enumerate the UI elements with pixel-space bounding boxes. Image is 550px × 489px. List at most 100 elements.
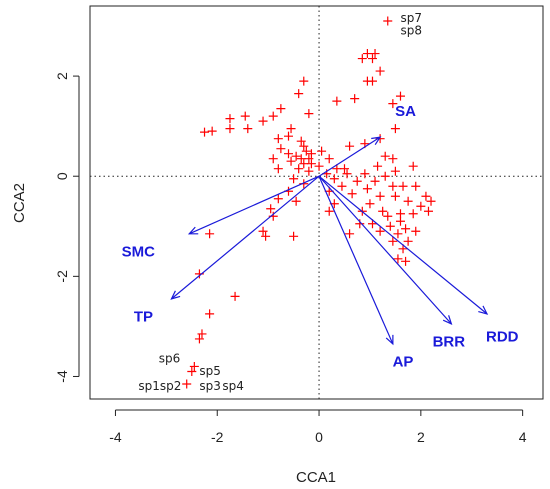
data-point — [289, 231, 299, 241]
arrow-shaft — [189, 175, 320, 235]
data-point — [273, 164, 283, 174]
data-point — [286, 124, 296, 134]
y-tick-label: -4 — [54, 370, 70, 383]
data-point — [182, 379, 192, 389]
data-point — [345, 141, 355, 151]
arrow-label-sa: SA — [395, 103, 416, 120]
data-point — [398, 181, 408, 191]
data-point — [403, 236, 413, 246]
x-tick-label: 4 — [519, 429, 527, 445]
data-point — [205, 229, 215, 239]
data-point — [230, 291, 240, 301]
data-point — [273, 134, 283, 144]
data-point — [426, 196, 436, 206]
data-point — [304, 166, 314, 176]
data-point — [299, 141, 309, 151]
y-tick-label: 2 — [54, 72, 70, 80]
sample-points — [182, 16, 436, 389]
data-point — [337, 181, 347, 191]
arrow-head — [478, 305, 489, 315]
y-tick-label: 0 — [54, 172, 70, 180]
arrow-head — [170, 290, 181, 300]
arrow-shaft — [171, 175, 320, 300]
data-point — [380, 171, 390, 181]
arrow-head — [385, 334, 394, 346]
data-point — [395, 209, 405, 219]
data-point — [388, 154, 398, 164]
data-point — [306, 149, 316, 159]
y-axis: -4 -2 0 2 — [54, 72, 80, 383]
data-point — [304, 109, 314, 119]
data-point — [284, 131, 294, 141]
data-point — [370, 176, 380, 186]
data-point — [375, 66, 385, 76]
data-point — [284, 149, 294, 159]
data-point — [294, 164, 304, 174]
data-point — [388, 99, 398, 109]
data-point — [243, 124, 253, 134]
data-point — [266, 204, 276, 214]
species-label: sp4 — [222, 379, 244, 393]
data-point — [408, 161, 418, 171]
data-point — [276, 144, 286, 154]
environmental-arrows — [170, 136, 489, 346]
x-tick-label: -2 — [211, 429, 224, 445]
species-label: sp7 — [400, 11, 422, 25]
arrow-shaft — [318, 175, 488, 315]
arrow-label-rdd: RDD — [486, 328, 519, 345]
data-point — [197, 329, 207, 339]
data-point — [207, 126, 217, 136]
arrow-label-smc: SMC — [122, 243, 156, 260]
data-point — [317, 146, 327, 156]
data-point — [401, 256, 411, 266]
data-point — [200, 127, 210, 137]
data-point — [225, 114, 235, 124]
y-axis-title: CCA2 — [11, 183, 28, 223]
data-point — [258, 226, 268, 236]
data-point — [357, 54, 367, 64]
data-point — [276, 104, 286, 114]
data-point — [380, 151, 390, 161]
data-point — [375, 226, 385, 236]
species-label: sp3 — [199, 379, 221, 393]
data-point — [314, 161, 324, 171]
data-point — [421, 191, 431, 201]
data-point — [362, 49, 372, 59]
data-point — [390, 191, 400, 201]
data-point — [370, 49, 380, 59]
data-point — [411, 181, 421, 191]
data-point — [296, 154, 306, 164]
data-point — [395, 91, 405, 101]
data-point — [286, 156, 296, 166]
arrow-shaft — [318, 175, 394, 345]
x-tick-label: -4 — [109, 429, 122, 445]
data-point — [225, 124, 235, 134]
data-point — [268, 154, 278, 164]
plot-frame — [89, 5, 544, 400]
data-point — [388, 181, 398, 191]
x-axis: -4 -2 0 2 4 — [109, 409, 527, 445]
arrow-shaft — [318, 175, 452, 325]
data-point — [390, 124, 400, 134]
data-point — [355, 219, 365, 229]
data-point — [360, 169, 370, 179]
data-point — [408, 209, 418, 219]
data-point — [373, 161, 383, 171]
data-point — [383, 16, 393, 26]
data-point — [273, 194, 283, 204]
data-point — [342, 169, 352, 179]
data-point — [291, 196, 301, 206]
data-point — [390, 166, 400, 176]
data-point — [258, 116, 268, 126]
data-point — [393, 229, 403, 239]
data-point — [240, 111, 250, 121]
data-point — [299, 76, 309, 86]
data-point — [332, 164, 342, 174]
arrow-head — [371, 136, 382, 146]
data-point — [385, 221, 395, 231]
data-point — [329, 174, 339, 184]
data-point — [324, 154, 334, 164]
arrow-label-ap: AP — [393, 353, 414, 370]
x-tick-label: 0 — [315, 429, 323, 445]
